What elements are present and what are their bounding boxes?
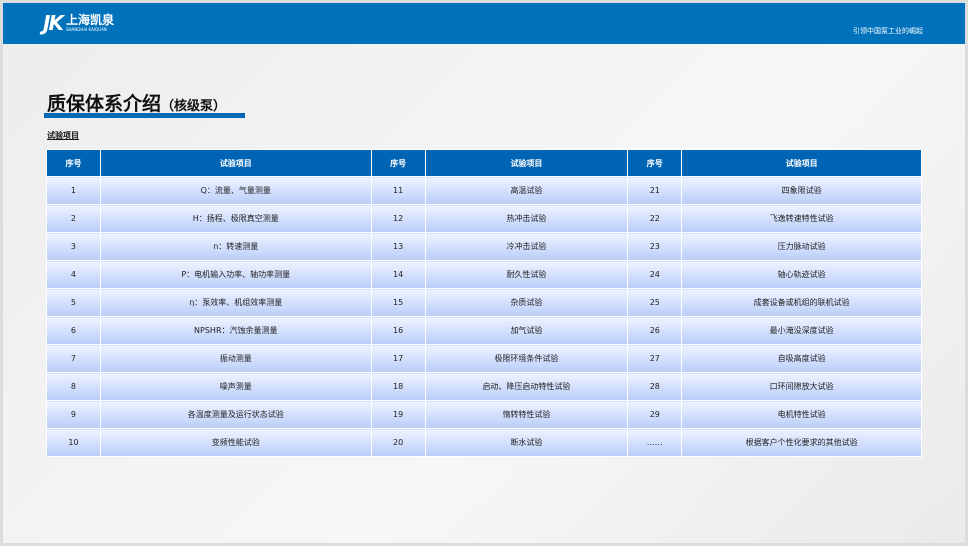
number-cell: 1: [46, 176, 101, 205]
column-header-number: 序号: [370, 149, 426, 177]
test-item-cell: 杂质试验: [424, 288, 629, 317]
number-cell: 14: [370, 260, 426, 289]
number-cell: 11: [370, 176, 426, 205]
number-cell: 25: [627, 288, 683, 317]
test-item-cell: 飞逸转速特性试验: [681, 204, 922, 233]
test-item-cell: H：扬程、极限真空测量: [99, 204, 372, 233]
title-subtitle: （核级泵）: [161, 99, 227, 114]
test-item-cell: 根据客户个性化要求的其他试验: [681, 428, 922, 457]
table-row: 10 变频性能试验 20 断水试验…… 根据客户个性化要求的其他试验: [46, 428, 922, 457]
test-items-table: 序号 试验项目 序号 试验项目 序号 试验项目 1 Q：流量、气量测量 11 高温试验 21 四象限…: [46, 149, 922, 457]
test-item-cell: 轴心轨迹试验: [681, 260, 922, 289]
table-row: 1 Q：流量、气量测量 11 高温试验 21 四象限试验: [46, 176, 922, 205]
table-row: 5 η：泵效率、机组效率测量 15 杂质试验 25 成套设备或机组的联机试验: [46, 288, 922, 317]
number-cell: 7: [46, 344, 101, 373]
number-cell: 29: [627, 400, 683, 429]
test-item-cell: η：泵效率、机组效率测量: [99, 288, 372, 317]
table-row: 6 NPSHR：汽蚀余量测量 16 加气试验 26 最小淹没深度试验: [46, 316, 922, 345]
test-item-cell: P：电机输入功率、轴功率测量: [99, 260, 372, 289]
number-cell: 27: [627, 344, 683, 373]
table-row: 9 各温度测量及运行状态试验 19 惰转特性试验 29 电机特性试验: [46, 400, 922, 429]
section-label: 试验项目: [47, 131, 79, 140]
test-item-cell: 噪声测量: [99, 372, 372, 401]
number-cell: 28: [627, 372, 683, 401]
logo-mark: JK: [43, 11, 64, 35]
number-cell: 19: [370, 400, 426, 429]
page-title: 质保体系介绍（核级泵）: [47, 89, 226, 116]
number-cell: 21: [627, 176, 683, 205]
number-cell: 22: [627, 204, 683, 233]
test-item-cell: 成套设备或机组的联机试验: [681, 288, 922, 317]
top-bar: JK 上海凯泉 SHANGHAI KAIQUAN 引领中国泵工业的崛起: [3, 3, 965, 44]
number-cell: 5: [46, 288, 101, 317]
number-cell: 17: [370, 344, 426, 373]
test-item-cell: 最小淹没深度试验: [681, 316, 922, 345]
table-row: 2 H：扬程、极限真空测量 12 热冲击试验 22 飞逸转速特性试验: [46, 204, 922, 233]
number-cell: 15: [370, 288, 426, 317]
test-item-cell: 热冲击试验: [424, 204, 629, 233]
test-item-cell: 自吸高度试验: [681, 344, 922, 373]
test-item-cell: 振动测量: [99, 344, 372, 373]
number-cell: 8: [46, 372, 101, 401]
title-underline: [44, 113, 245, 118]
test-item-cell: 极限环境条件试验: [424, 344, 629, 373]
test-item-cell: 各温度测量及运行状态试验: [99, 400, 372, 429]
column-header-item: 试验项目: [681, 149, 922, 177]
table-row: 4 P：电机输入功率、轴功率测量 14 耐久性试验 24 轴心轨迹试验: [46, 260, 922, 289]
test-item-cell: 口环间隙放大试验: [681, 372, 922, 401]
table-row: 8 噪声测量 18 启动、降压启动特性试验 28 口环间隙放大试验: [46, 372, 922, 401]
test-item-cell: 高温试验: [424, 176, 629, 205]
column-header-item: 试验项目: [99, 149, 372, 177]
number-cell: 9: [46, 400, 101, 429]
test-item-cell: 电机特性试验: [681, 400, 922, 429]
number-cell: ……: [627, 428, 683, 457]
number-cell: 18: [370, 372, 426, 401]
table-row: 7 振动测量 17 极限环境条件试验 27 自吸高度试验: [46, 344, 922, 373]
test-item-cell: 断水试验: [424, 428, 629, 457]
test-item-cell: 冷冲击试验: [424, 232, 629, 261]
number-cell: 12: [370, 204, 426, 233]
number-cell: 4: [46, 260, 101, 289]
slide: JK 上海凯泉 SHANGHAI KAIQUAN 引领中国泵工业的崛起 质保体系…: [3, 3, 965, 543]
number-cell: 6: [46, 316, 101, 345]
number-cell: 2: [46, 204, 101, 233]
column-header-item: 试验项目: [424, 149, 629, 177]
test-item-cell: 变频性能试验: [99, 428, 372, 457]
test-item-cell: 惰转特性试验: [424, 400, 629, 429]
test-item-cell: NPSHR：汽蚀余量测量: [99, 316, 372, 345]
test-item-cell: 压力脉动试验: [681, 232, 922, 261]
logo-english: SHANGHAI KAIQUAN: [65, 27, 107, 32]
number-cell: 23: [627, 232, 683, 261]
test-item-cell: 耐久性试验: [424, 260, 629, 289]
number-cell: 24: [627, 260, 683, 289]
test-item-cell: 四象限试验: [681, 176, 922, 205]
number-cell: 16: [370, 316, 426, 345]
number-cell: 26: [627, 316, 683, 345]
number-cell: 13: [370, 232, 426, 261]
title-text: 质保体系介绍: [47, 93, 162, 115]
test-item-cell: Q：流量、气量测量: [99, 176, 372, 205]
number-cell: 20: [370, 428, 426, 457]
tagline: 引领中国泵工业的崛起: [853, 27, 923, 35]
logo-chinese: 上海凯泉: [65, 13, 114, 27]
table-row: 3 n：转速测量 13 冷冲击试验 23 压力脉动试验: [46, 232, 922, 261]
test-item-cell: 加气试验: [424, 316, 629, 345]
company-logo: JK 上海凯泉 SHANGHAI KAIQUAN: [43, 11, 114, 35]
table-header-row: 序号 试验项目 序号 试验项目 序号 试验项目: [46, 149, 922, 177]
number-cell: 10: [46, 428, 101, 457]
test-item-cell: n：转速测量: [99, 232, 372, 261]
column-header-number: 序号: [46, 149, 101, 177]
column-header-number: 序号: [627, 149, 683, 177]
number-cell: 3: [46, 232, 101, 261]
test-item-cell: 启动、降压启动特性试验: [424, 372, 629, 401]
